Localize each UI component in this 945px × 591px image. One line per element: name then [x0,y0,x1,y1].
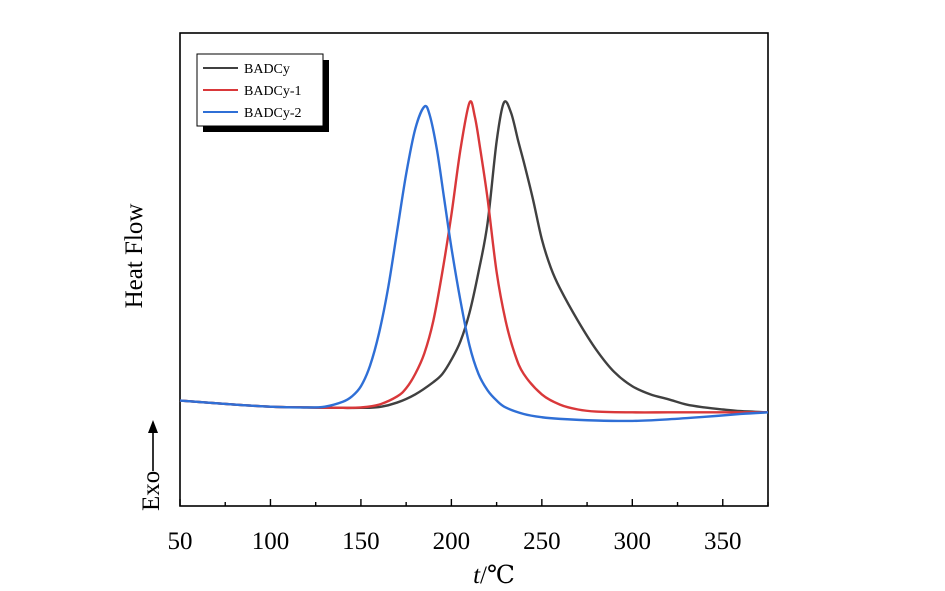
lines-layer [179,100,769,423]
x-tick-labels: 50 100 150 200 250 300 350 [168,528,742,555]
y-axis-title: Heat Flow [121,204,148,309]
legend-items: BADCy BADCy-1 BADCy-2 [203,62,302,121]
series-line-badcy [179,100,769,414]
ticks-layer [179,499,769,506]
exo-label: Exo [138,471,165,511]
x-tick-label: 250 [523,528,561,555]
x-tick-label: 200 [433,528,471,555]
series-line-badcy-2 [179,104,769,423]
x-tick-label: 100 [252,528,290,555]
exo-arrow-head [148,420,158,433]
x-tick-label: 50 [168,528,193,555]
legend-label: BADCy [244,62,290,77]
legend-label: BADCy-2 [244,106,302,121]
plot-frame [179,32,769,507]
x-axis-title: t/℃ [473,562,515,589]
x-tick-label: 350 [704,528,742,555]
series-line-badcy-1 [179,100,769,414]
x-tick-label: 150 [342,528,380,555]
legend-label: BADCy-1 [244,84,302,99]
x-tick-label: 300 [614,528,652,555]
legend: BADCy BADCy-1 BADCy-2 [196,53,329,132]
